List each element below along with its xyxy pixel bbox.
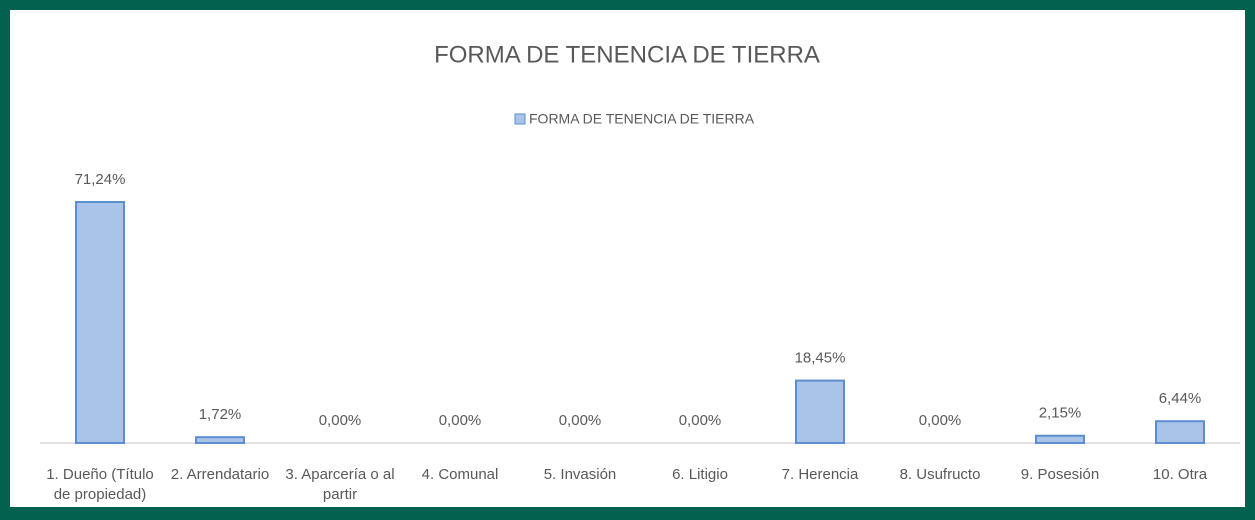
- data-label: 0,00%: [439, 412, 482, 429]
- data-label: 2,15%: [1039, 405, 1082, 422]
- data-label: 0,00%: [319, 412, 362, 429]
- data-label: 71,24%: [75, 171, 126, 188]
- x-tick-label: 3. Aparcería o al partir: [285, 466, 395, 503]
- data-label: 0,00%: [559, 412, 602, 429]
- x-tick-label: 4. Comunal: [421, 466, 499, 483]
- x-tick-label: 10. Otra: [1152, 466, 1208, 483]
- x-tick-label: 8. Usufructo: [899, 466, 981, 483]
- bar: [1155, 420, 1205, 445]
- bar: [75, 201, 125, 444]
- chart: FORMA DE TENENCIA DE TIERRA FORMA DE TEN…: [40, 41, 1240, 445]
- x-tick-label: 6. Litigio: [672, 466, 728, 483]
- data-label: 18,45%: [795, 350, 846, 367]
- x-tick-label: 9. Posesión: [1020, 466, 1100, 483]
- data-label: 0,00%: [679, 412, 722, 429]
- legend-label: FORMA DE TENENCIA DE TIERRA: [529, 111, 755, 127]
- chart-title: FORMA DE TENENCIA DE TIERRA: [434, 41, 820, 68]
- bar: [1035, 434, 1085, 444]
- chart-panel: FORMA DE TENENCIA DE TIERRA FORMA DE TEN…: [10, 10, 1245, 507]
- bar: [795, 379, 845, 445]
- x-tick-label: 1. Dueño (Título de propiedad): [46, 466, 154, 503]
- x-tick-label: 5. Invasión: [543, 466, 617, 483]
- x-tick-label: 2. Arrendatario: [170, 466, 270, 483]
- data-label: 1,72%: [199, 406, 242, 423]
- legend-swatch: [514, 113, 526, 125]
- x-tick-label: 7. Herencia: [781, 466, 859, 483]
- bar: [195, 436, 245, 445]
- data-label: 0,00%: [919, 412, 962, 429]
- data-label: 6,44%: [1159, 390, 1202, 407]
